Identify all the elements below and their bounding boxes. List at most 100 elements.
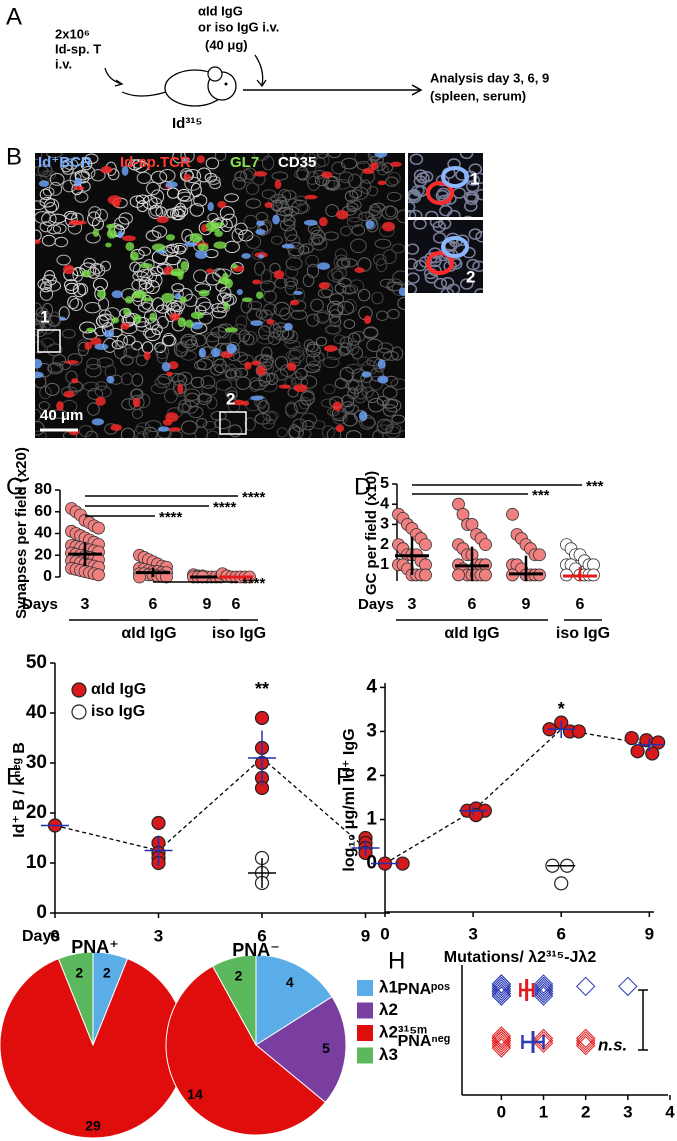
texture <box>142 194 158 210</box>
texture <box>145 230 162 242</box>
region-label: 2 <box>226 389 235 408</box>
texture <box>245 198 261 209</box>
x-tick-label: 6 <box>468 596 477 613</box>
value-label: 29 <box>85 1118 101 1134</box>
texture <box>250 395 264 401</box>
texture <box>382 398 399 409</box>
texture <box>107 168 120 181</box>
texture <box>146 181 161 196</box>
texture <box>131 278 148 291</box>
texture <box>398 287 405 296</box>
texture <box>42 186 55 197</box>
texture <box>305 343 321 358</box>
texture <box>295 367 308 381</box>
texture <box>79 321 96 334</box>
pie-title: PNA⁻ <box>232 940 280 960</box>
y-tick-label: 30 <box>26 752 47 773</box>
texture <box>183 173 191 181</box>
texture <box>46 224 62 235</box>
value-label: 14 <box>187 1086 203 1102</box>
texture <box>59 360 71 370</box>
texture <box>387 172 401 186</box>
y-tick-label: 5 <box>380 475 389 492</box>
texture <box>154 342 166 354</box>
texture <box>466 258 480 271</box>
panel-label: B <box>6 143 22 170</box>
texture <box>321 171 333 179</box>
texture <box>455 234 470 246</box>
texture <box>250 320 263 326</box>
y-tick-label: 20 <box>26 802 47 823</box>
texture <box>377 359 386 369</box>
texture <box>80 165 96 180</box>
texture <box>122 235 136 242</box>
texture <box>287 241 305 257</box>
legend-label: λ1 <box>379 977 398 996</box>
texture <box>60 159 73 173</box>
texture <box>148 273 163 288</box>
texture <box>441 166 469 188</box>
texture <box>374 153 388 158</box>
texture <box>408 258 418 270</box>
texture <box>41 302 54 318</box>
texture <box>190 376 205 389</box>
texture <box>284 376 297 389</box>
texture <box>43 170 57 180</box>
texture <box>342 285 356 295</box>
texture <box>328 303 344 318</box>
x-tick-label: 0 <box>380 924 389 943</box>
texture <box>285 403 298 418</box>
texture <box>190 311 204 320</box>
texture <box>336 209 349 220</box>
texture <box>189 232 203 243</box>
texture <box>69 297 83 312</box>
texture <box>443 193 457 205</box>
texture <box>120 372 134 386</box>
data-point <box>151 815 166 831</box>
texture <box>111 340 124 350</box>
texture <box>390 378 405 390</box>
texture <box>223 302 230 311</box>
x-tick-label: 3 <box>408 596 417 613</box>
texture <box>304 194 318 200</box>
texture <box>236 288 243 295</box>
y-tick-label: 3 <box>380 516 389 533</box>
texture <box>83 257 96 268</box>
x-tick-label: 9 <box>361 926 370 945</box>
texture <box>475 231 483 243</box>
texture <box>244 417 256 431</box>
texture <box>441 236 469 258</box>
data-point <box>554 876 569 891</box>
y-tick-label: 4 <box>366 676 377 697</box>
texture <box>91 418 104 426</box>
texture <box>64 210 78 220</box>
texture <box>47 362 64 375</box>
texture <box>233 351 248 363</box>
texture <box>323 384 336 395</box>
texture <box>205 157 220 170</box>
texture <box>424 272 439 284</box>
texture <box>206 227 221 232</box>
texture <box>346 340 360 356</box>
texture <box>244 361 252 370</box>
texture <box>241 253 251 259</box>
texture <box>290 299 307 312</box>
texture <box>180 260 189 271</box>
texture <box>132 262 150 278</box>
texture <box>38 401 50 411</box>
texture <box>387 278 404 292</box>
data-point <box>491 1033 512 1053</box>
value-label: 2 <box>103 964 111 980</box>
texture <box>234 222 248 236</box>
texture <box>463 170 478 183</box>
texture <box>433 277 448 290</box>
texture <box>183 242 198 247</box>
texture <box>182 400 199 414</box>
x-tick-label: 6 <box>576 596 585 613</box>
texture <box>316 153 329 159</box>
texture <box>82 381 100 392</box>
schematic-text: (spleen, serum) <box>430 88 526 103</box>
region-label: 1 <box>40 307 49 326</box>
pies: 2 29 2 4 5 14 2 <box>0 951 347 1139</box>
texture <box>254 354 268 364</box>
